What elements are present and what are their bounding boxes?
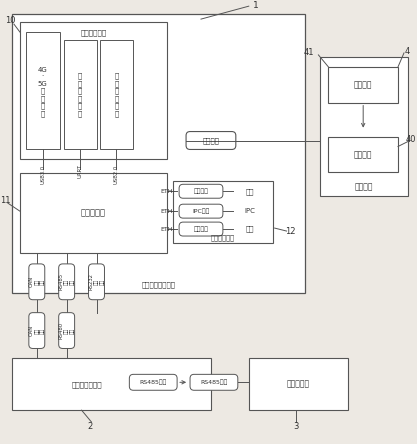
Text: RS480
总线
模块: RS480 总线 模块 xyxy=(58,322,75,339)
Text: 通讯装置模块: 通讯装置模块 xyxy=(211,234,235,241)
Text: 40: 40 xyxy=(406,135,416,144)
FancyBboxPatch shape xyxy=(179,204,223,218)
Text: 外部传感器: 外部传感器 xyxy=(287,380,310,389)
Bar xyxy=(233,183,266,199)
FancyBboxPatch shape xyxy=(59,313,75,349)
Bar xyxy=(320,57,408,196)
Bar xyxy=(100,40,133,150)
Text: 10: 10 xyxy=(5,16,15,24)
Bar xyxy=(233,203,266,219)
Text: IPC模块: IPC模块 xyxy=(192,208,210,214)
Text: 12: 12 xyxy=(285,226,296,236)
Bar xyxy=(12,14,306,293)
Bar xyxy=(26,32,60,150)
FancyBboxPatch shape xyxy=(29,264,45,300)
FancyBboxPatch shape xyxy=(29,313,45,349)
Bar xyxy=(328,67,398,103)
FancyBboxPatch shape xyxy=(179,222,223,236)
Bar xyxy=(20,173,167,253)
Text: 1: 1 xyxy=(253,1,259,10)
Bar xyxy=(64,40,96,150)
Text: 光纤模块: 光纤模块 xyxy=(193,188,208,194)
Text: 边缘计算智能终端: 边缘计算智能终端 xyxy=(142,281,176,288)
Text: 无
线
通
信
系
统: 无 线 通 信 系 统 xyxy=(114,72,118,117)
Bar xyxy=(328,136,398,172)
Text: 光纤: 光纤 xyxy=(246,188,254,194)
Text: 电源模块: 电源模块 xyxy=(202,137,219,144)
Text: 3: 3 xyxy=(293,422,298,431)
Text: ETH-: ETH- xyxy=(161,209,175,214)
Text: 41: 41 xyxy=(304,48,314,57)
Text: 太阳能板: 太阳能板 xyxy=(354,80,372,89)
Text: RS232
总线
模块: RS232 总线 模块 xyxy=(88,274,105,290)
Bar xyxy=(233,221,266,237)
FancyBboxPatch shape xyxy=(179,184,223,198)
Text: RS485模块: RS485模块 xyxy=(140,380,167,385)
Bar xyxy=(12,358,211,410)
Text: RS485
总线
模块: RS485 总线 模块 xyxy=(58,273,75,290)
Text: IPC: IPC xyxy=(244,208,255,214)
Text: RS485模块: RS485模块 xyxy=(200,380,228,385)
Text: 网桥: 网桥 xyxy=(246,226,254,232)
Text: 4G
·
5G
通
信
系
统: 4G · 5G 通 信 系 统 xyxy=(38,67,48,117)
FancyBboxPatch shape xyxy=(186,131,236,150)
Text: 核心板模块: 核心板模块 xyxy=(81,209,106,218)
Text: 2: 2 xyxy=(87,422,92,431)
Bar xyxy=(249,358,348,410)
FancyBboxPatch shape xyxy=(59,264,75,300)
Text: CAN
总线
模块: CAN 总线 模块 xyxy=(28,276,45,287)
FancyBboxPatch shape xyxy=(190,374,238,390)
Text: 供电模块: 供电模块 xyxy=(355,182,374,191)
Text: 电池能源: 电池能源 xyxy=(354,150,372,159)
Text: UART: UART xyxy=(77,164,82,178)
Text: 11: 11 xyxy=(0,196,10,205)
Text: CAN
总线
模块: CAN 总线 模块 xyxy=(28,325,45,336)
FancyBboxPatch shape xyxy=(129,374,177,390)
Text: 通信制式模块: 通信制式模块 xyxy=(80,29,107,36)
Bar xyxy=(20,22,167,159)
FancyBboxPatch shape xyxy=(88,264,105,300)
Text: ETH-: ETH- xyxy=(161,189,175,194)
Text: 4: 4 xyxy=(404,48,409,56)
Text: 低功耗服务节点: 低功耗服务节点 xyxy=(72,381,102,388)
Text: 网桥模块: 网桥模块 xyxy=(193,226,208,232)
Text: 北
斗
通
信
系
统: 北 斗 通 信 系 统 xyxy=(78,72,82,117)
Bar xyxy=(173,181,273,243)
Text: USB3.0: USB3.0 xyxy=(40,164,45,183)
Text: USB2.0: USB2.0 xyxy=(114,164,119,184)
Text: ETH-: ETH- xyxy=(161,226,175,232)
